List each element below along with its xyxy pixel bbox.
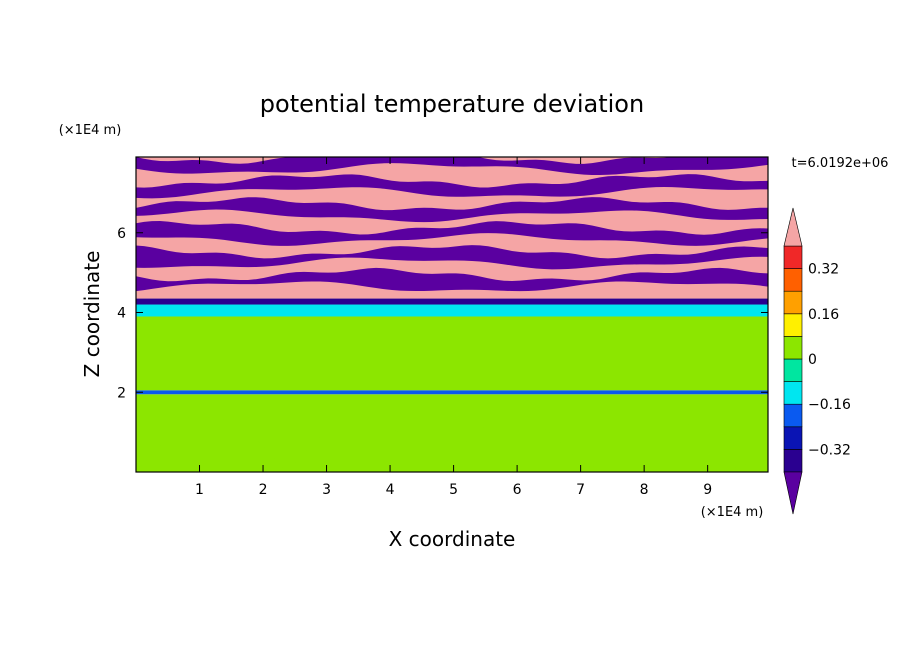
colorbar-label: −0.16: [808, 397, 851, 413]
contour-band: [136, 316, 768, 391]
time-label: t=6.0192e+06: [792, 156, 889, 171]
x-unit-label: (×1E4 m): [701, 505, 764, 520]
contour-layer: [136, 245, 768, 270]
x-tick-label: 4: [386, 482, 395, 498]
y-tick-label: 6: [117, 226, 126, 242]
colorbar-label: −0.32: [808, 442, 851, 458]
contour-layer: [136, 197, 768, 223]
colorbar-label: 0.32: [808, 262, 839, 278]
chart-title: potential temperature deviation: [260, 90, 644, 118]
plot-frame: [135, 156, 769, 473]
colorbar-segment: [783, 381, 803, 405]
colorbar-segment: [783, 268, 803, 292]
contour-band: [136, 390, 768, 395]
x-tick-label: 2: [259, 482, 268, 498]
colorbar-segment: [783, 290, 803, 315]
x-tick-label: 8: [640, 482, 649, 498]
contour-layer: [136, 221, 768, 246]
y-tick-label: 2: [117, 385, 126, 401]
colorbar-label: 0: [808, 352, 817, 368]
y-axis: 2 4 6: [117, 226, 768, 401]
x-axis: 1 2 3 4 5 6 7 8 9: [195, 157, 712, 498]
x-tick-label: 6: [513, 482, 522, 498]
colorbar-top-triangle: [783, 207, 803, 247]
colorbar: 0.32 0.16 0 −0.16 −0.32: [783, 207, 851, 515]
y-tick-label: 4: [117, 306, 126, 322]
colorbar-segment: [783, 313, 803, 337]
x-axis-title: X coordinate: [389, 527, 516, 551]
contour-layer: [136, 267, 768, 292]
y-axis-title: Z coordinate: [80, 251, 104, 378]
x-tick-label: 3: [322, 482, 331, 498]
colorbar-segment: [783, 449, 803, 473]
colorbar-segment: [783, 426, 803, 450]
contour-band: [136, 298, 768, 305]
x-tick-label: 9: [703, 482, 712, 498]
x-tick-label: 7: [576, 482, 585, 498]
contour-band: [136, 304, 768, 317]
x-tick-label: 1: [195, 482, 204, 498]
colorbar-segment: [783, 403, 803, 428]
colorbar-label: 0.16: [808, 307, 839, 323]
y-unit-label: (×1E4 m): [59, 123, 122, 138]
contour-cell: [136, 417, 768, 472]
x-tick-label: 5: [449, 482, 458, 498]
colorbar-bottom-triangle: [783, 471, 803, 515]
contour-field: [136, 157, 768, 472]
contour-layer: [136, 174, 768, 199]
colorbar-segment: [783, 245, 803, 269]
contour-layer: [136, 157, 768, 176]
colorbar-segment: [783, 336, 803, 360]
colorbar-segment: [783, 358, 803, 382]
